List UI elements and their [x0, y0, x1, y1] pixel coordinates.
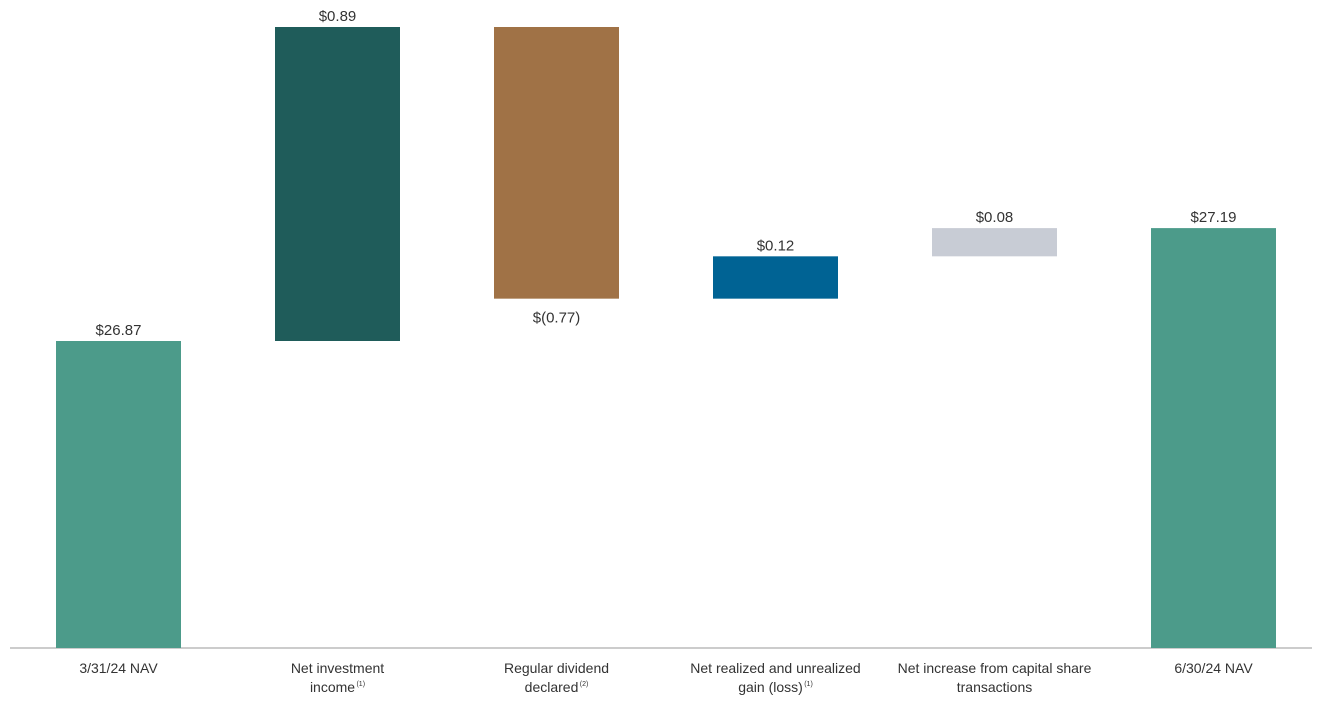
value-label-div: $(0.77) — [533, 310, 581, 327]
value-label-cap: $0.08 — [976, 209, 1014, 226]
category-label-nii: Net investment income (1) — [291, 660, 384, 695]
value-label-end: $27.19 — [1191, 209, 1237, 226]
category-label-div: Regular dividend declared (2) — [504, 660, 609, 695]
bar-nii — [275, 27, 400, 341]
bar-div — [494, 27, 619, 299]
bar-start — [56, 341, 181, 648]
bar-cap — [932, 228, 1057, 257]
footnote-marker: (2) — [578, 681, 588, 688]
category-label-end: 6/30/24 NAV — [1174, 660, 1253, 676]
category-label-gain: Net realized and unrealized gain (loss) (… — [690, 660, 860, 695]
category-label-start: 3/31/24 NAV — [79, 660, 158, 676]
footnote-marker: (1) — [803, 681, 813, 688]
bar-end — [1151, 228, 1276, 648]
bar-gain — [713, 256, 838, 299]
value-label-nii: $0.89 — [319, 8, 357, 25]
category-label-cap: Net increase from capital share transacti… — [898, 660, 1092, 695]
value-label-gain: $0.12 — [757, 237, 795, 254]
value-label-start: $26.87 — [96, 322, 142, 339]
footnote-marker: (1) — [355, 681, 365, 688]
